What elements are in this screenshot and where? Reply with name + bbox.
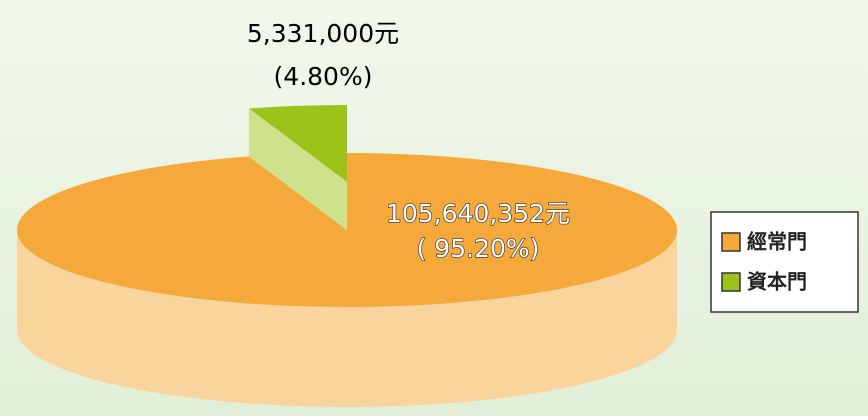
slice-side [17,230,677,407]
legend-label: 資本門 [747,270,807,294]
legend-swatch [721,232,741,252]
legend-swatch [721,272,741,292]
amount-label: 105,640,352元 [386,199,570,228]
slice [248,105,347,182]
legend-label: 經常門 [747,230,807,254]
slice [17,153,678,307]
slice-side [248,108,347,230]
data-label: ( 95.20%) [417,234,540,263]
amount-label: 5,331,000元 [247,19,399,48]
data-label: (4.80%) [274,62,373,91]
legend-box [710,211,859,313]
pie: 105,640,352元 ( 95.20%) 5,331,000元 (4.80%) [17,19,678,407]
